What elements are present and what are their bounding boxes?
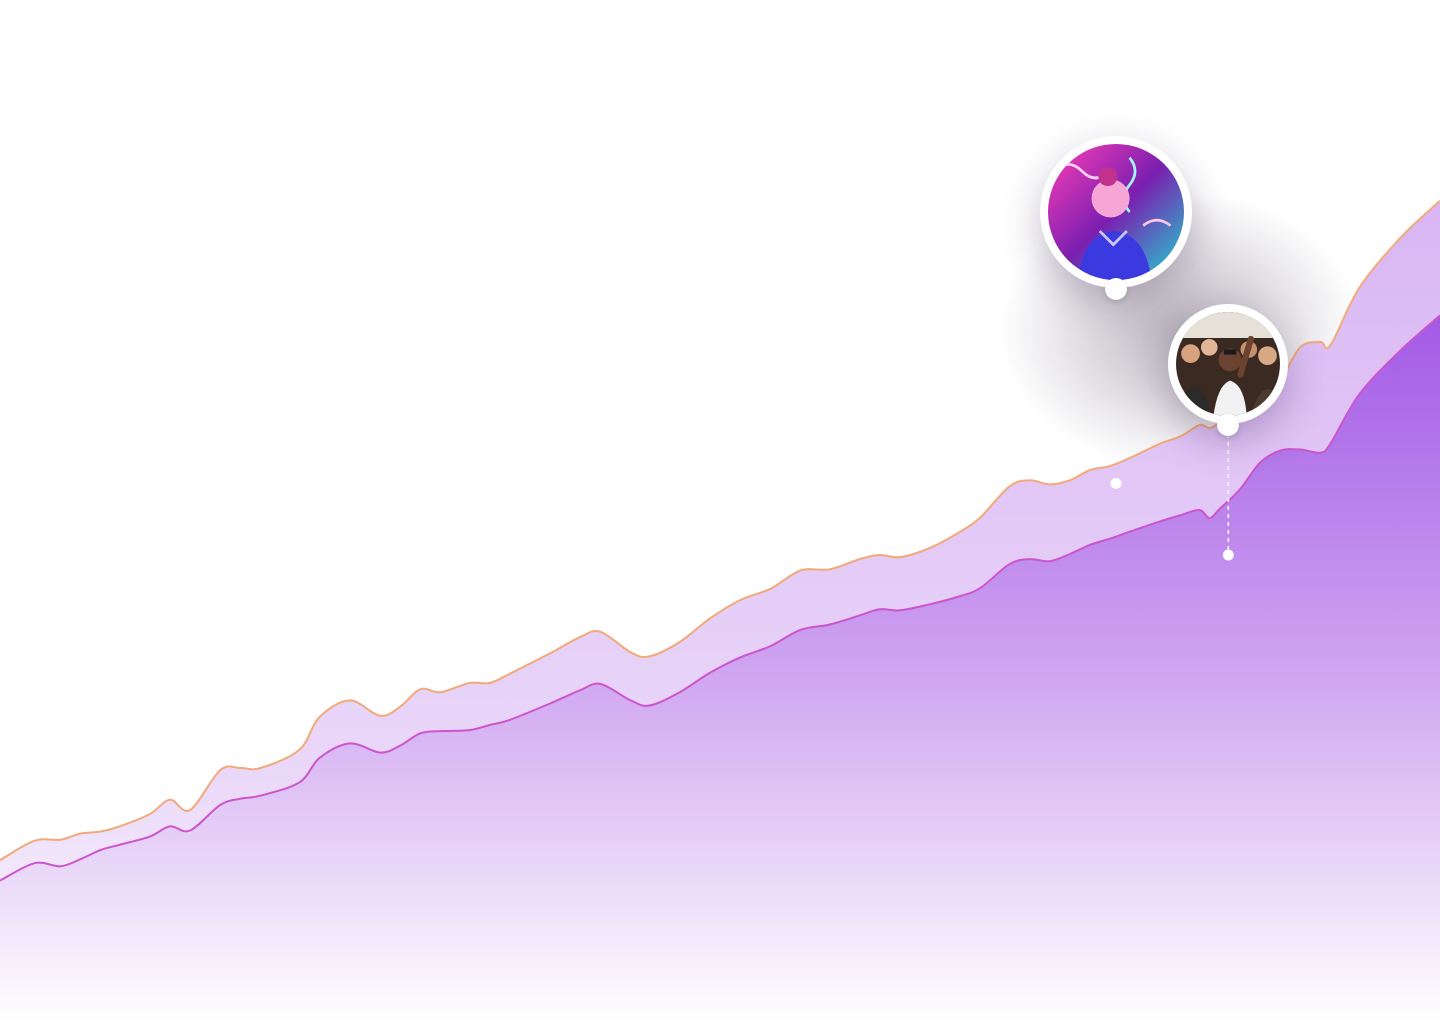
neon-portrait-photo <box>1048 144 1184 280</box>
series-2-line <box>0 314 1440 882</box>
data-point-concert-crowd[interactable] <box>1222 549 1234 561</box>
series-layer <box>0 199 1440 1024</box>
series-2-area <box>0 315 1440 1024</box>
concert-crowd-photo <box>1176 312 1280 416</box>
marker-layer <box>1110 426 1234 561</box>
avatar-marker-neon-portrait[interactable] <box>1040 136 1192 288</box>
avatar-marker-concert-crowd[interactable] <box>1168 304 1288 424</box>
avatar-marker-concert-crowd-pin <box>1217 414 1239 436</box>
avatar-marker-neon-portrait-pin <box>1105 278 1127 300</box>
data-point-neon-portrait[interactable] <box>1110 477 1122 489</box>
series-1-line <box>0 199 1440 862</box>
